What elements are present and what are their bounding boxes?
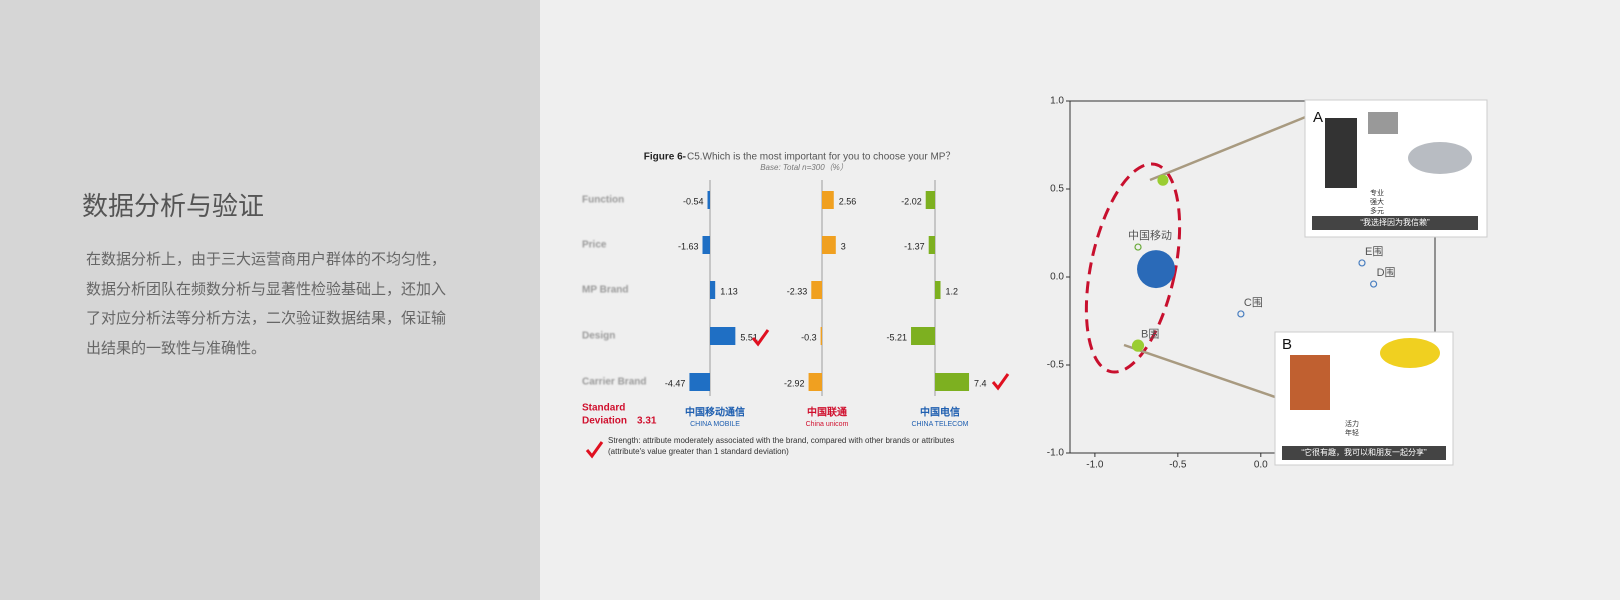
y-tick-label: -0.5 [1047,360,1065,371]
photo [1380,338,1440,368]
bar [710,327,736,345]
bar [822,236,836,254]
bar-value: 7.4 [974,378,987,388]
card-tag: 强大 [1370,197,1384,206]
bar-value: -2.92 [784,378,805,388]
point-label: C围 [1244,296,1263,309]
slide-body: 在数据分析上，由于三大运营商用户群体的不均匀性，数据分析团队在频数分析与显著性检… [86,251,447,357]
highlight-ellipse [1084,162,1182,374]
connector [1123,343,1279,400]
point [1237,310,1245,318]
quote-bar [1312,216,1478,230]
card-quote: “它很有趣，我可以和朋友一起分享” [1301,447,1427,457]
std-label: Deviation [582,416,627,427]
bar-value: 5.51 [740,332,758,342]
point-label: D围 [1377,266,1396,279]
card-tag: 专业 [1370,188,1384,197]
x-tick-label: 0.0 [1254,460,1268,471]
bar [928,236,935,254]
row-label: Function [582,195,624,206]
point [1134,243,1142,251]
photo [1290,355,1330,410]
bar [935,281,941,299]
bar-value: -0.3 [801,332,817,342]
point [1131,339,1145,352]
bar-value: -2.33 [787,286,808,296]
bar-value: 3 [841,241,846,251]
card-letter: B [1282,336,1292,353]
bar [935,373,970,391]
bar-value: 1.2 [946,286,959,296]
photo [1325,118,1357,188]
note: Strength: attribute moderately associate… [608,436,954,445]
bar [707,191,710,209]
brand-sub: CHINA TELECOM [911,421,968,428]
note: (attribute's value greater than 1 standa… [608,447,789,456]
brand-name: 中国联通 [807,406,847,419]
figure-title-bold: Figure 6- [644,152,686,163]
bar [702,236,710,254]
bar [925,191,935,209]
point-label: 中国移动 [1128,229,1172,242]
card-letter: A [1313,109,1323,126]
connector [1149,114,1309,182]
y-tick-label: 1.0 [1050,96,1064,107]
quote-bar [1282,446,1446,460]
bar [811,281,822,299]
point-label: B围 [1141,328,1159,341]
row-label: MP Brand [582,285,629,296]
check-mark [991,373,1010,391]
card-tag: 多元 [1370,206,1384,215]
bar [911,327,935,345]
point [1157,174,1169,186]
std-value: 3.31 [637,416,657,427]
left-panel: 数据分析与验证 在数据分析上，由于三大运营商用户群体的不均匀性，数据分析团队在频… [0,0,540,600]
x-tick-label: -1.0 [1086,460,1104,471]
bar-value: -5.21 [887,332,908,342]
std-label: Standard [582,403,625,414]
check-mark [585,441,604,459]
check-mark [751,329,770,347]
slide-title: 数据分析与验证 [82,191,265,221]
x-tick-label: -0.5 [1169,460,1187,471]
photo [1408,142,1472,174]
card-b [1274,331,1454,466]
point-label: E围 [1365,245,1383,258]
row-label: Design [582,331,615,342]
bar [710,281,716,299]
bar [822,191,834,209]
y-tick-label: -1.0 [1047,448,1065,459]
figure-title: C5.Which is the most important for you t… [687,152,955,163]
bar-value: -4.47 [665,378,686,388]
bar-value: 1.13 [720,286,738,296]
bar-value: 2.56 [839,196,857,206]
row-label: Carrier Brand [582,377,646,388]
bar-value: -2.02 [901,196,922,206]
point [1370,280,1378,288]
point [1358,259,1366,267]
card-tag: 年轻 [1345,428,1359,437]
bar [689,373,710,391]
figure-subtitle: Base: Total n=300（%） [760,163,848,172]
photo [1368,112,1398,134]
y-tick-label: 0.0 [1050,272,1064,283]
bar-value: -1.37 [904,241,925,251]
bar-value: -1.63 [678,241,699,251]
row-label: Price [582,240,607,251]
brand-sub: China unicom [806,421,849,428]
card-quote: “我选择因为我信赖” [1360,217,1430,227]
bar [820,327,822,345]
bar [808,373,822,391]
brand-name: 中国移动通信 [685,406,745,419]
brand-sub: CHINA MOBILE [690,421,740,428]
bar-value: -0.54 [683,196,704,206]
y-tick-label: 0.5 [1050,184,1064,195]
card-tag: 活力 [1345,419,1359,428]
logo [1137,250,1176,289]
brand-name: 中国电信 [920,406,960,419]
card-a [1304,99,1488,238]
